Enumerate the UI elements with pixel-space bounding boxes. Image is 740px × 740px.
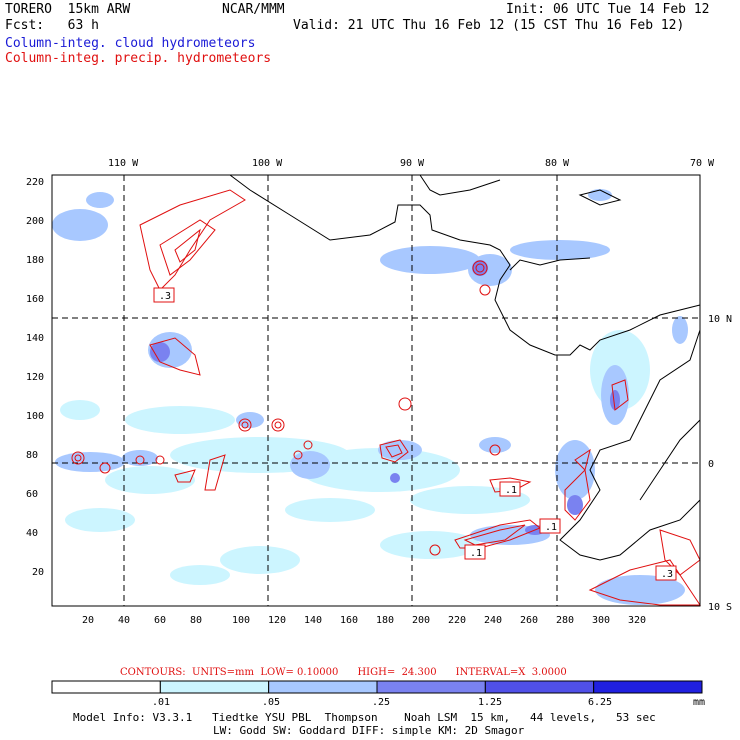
top-lon-labels: 110 W 100 W 90 W 80 W 70 W — [108, 158, 715, 169]
x-label: 200 — [412, 615, 430, 626]
colorbar — [51, 680, 703, 694]
contours-info: CONTOURS: UNITS=mm LOW= 0.10000 HIGH= 24… — [120, 667, 567, 678]
y-label: 220 — [26, 177, 44, 188]
svg-text:.1: .1 — [545, 522, 557, 533]
x-label: 280 — [556, 615, 574, 626]
left-y-labels: 220 200 180 160 140 120 100 80 60 40 20 — [26, 177, 44, 578]
colorbar-segment — [159, 680, 270, 694]
colorbar-label: .25 — [372, 697, 391, 708]
x-label: 140 — [304, 615, 322, 626]
lat-label: 10 S — [708, 602, 732, 613]
init-time: Init: 06 UTC Tue 14 Feb 12 — [506, 2, 710, 17]
y-label: 160 — [26, 294, 44, 305]
colorbar-segment — [484, 680, 595, 694]
contour-label: .3 — [153, 287, 175, 303]
lat-label: 0 — [708, 459, 714, 470]
contour-labels: .3 .1 .1 .1 .3 — [153, 287, 677, 581]
x-label: 260 — [520, 615, 538, 626]
svg-text:.1: .1 — [470, 548, 482, 559]
lat-label: 10 N — [708, 314, 732, 325]
forecast-hour: Fcst: 63 h — [5, 18, 99, 33]
latlon-grid — [52, 175, 700, 606]
y-label: 80 — [26, 450, 38, 461]
x-label: 120 — [268, 615, 286, 626]
x-label: 180 — [376, 615, 394, 626]
x-label: 80 — [190, 615, 202, 626]
x-label: 160 — [340, 615, 358, 626]
cloud-fill-layer — [52, 189, 688, 605]
x-label: 40 — [118, 615, 130, 626]
y-label: 120 — [26, 372, 44, 383]
colorbar-segment — [376, 680, 486, 694]
svg-text:.3: .3 — [661, 569, 673, 580]
model-info: Model Info: V3.3.1 Tiedtke YSU PBL Thomp… — [73, 711, 656, 724]
colorbar-label: 6.25 — [588, 697, 613, 708]
y-label: 200 — [26, 216, 44, 227]
x-label: 320 — [628, 615, 646, 626]
x-label: 240 — [484, 615, 502, 626]
valid-time: Valid: 21 UTC Thu 16 Feb 12 (15 CST Thu … — [293, 18, 685, 33]
lon-label: 70 W — [690, 158, 715, 169]
colorbar-label: .05 — [262, 697, 281, 708]
field-precip-title: Column-integ. precip. hydrometeors — [5, 51, 272, 66]
contour-label: .1 — [499, 481, 521, 497]
x-label: 300 — [592, 615, 610, 626]
field-cloud-title: Column-integ. cloud hydrometeors — [5, 36, 256, 51]
contour-label: .3 — [655, 565, 677, 581]
model-name: TORERO 15km ARW — [5, 2, 131, 17]
y-label: 40 — [26, 528, 38, 539]
physics-info: LW: Godd SW: Goddard DIFF: simple KM: 2D… — [213, 724, 525, 737]
colorbar-segment — [593, 680, 703, 694]
right-lat-labels: 10 N 0 10 S — [708, 314, 732, 613]
lon-label: 110 W — [108, 158, 139, 169]
map-frame — [51, 174, 701, 607]
colorbar-label: .01 — [152, 697, 171, 708]
colorbar-segment — [51, 680, 161, 694]
y-label: 100 — [26, 411, 44, 422]
organization: NCAR/MMM — [222, 2, 285, 17]
svg-text:.3: .3 — [159, 291, 171, 302]
precip-contours — [71, 189, 701, 606]
lon-label: 100 W — [252, 158, 283, 169]
x-label: 220 — [448, 615, 466, 626]
coastline-layer — [229, 174, 701, 561]
y-label: 20 — [32, 567, 44, 578]
y-label: 60 — [26, 489, 38, 500]
contour-label: .1 — [464, 544, 486, 560]
bottom-x-labels: 20 40 60 80 100 120 140 160 180 200 220 … — [82, 615, 646, 626]
colorbar-units: mm — [693, 697, 706, 708]
y-label: 180 — [26, 255, 44, 266]
lon-label: 80 W — [545, 158, 570, 169]
contour-label: .1 — [539, 518, 561, 534]
colorbar-label: 1.25 — [478, 697, 503, 708]
colorbar-segment — [268, 680, 378, 694]
svg-text:.1: .1 — [505, 485, 517, 496]
y-label: 140 — [26, 333, 44, 344]
x-label: 100 — [232, 615, 250, 626]
x-label: 20 — [82, 615, 94, 626]
lon-label: 90 W — [400, 158, 425, 169]
x-label: 60 — [154, 615, 166, 626]
